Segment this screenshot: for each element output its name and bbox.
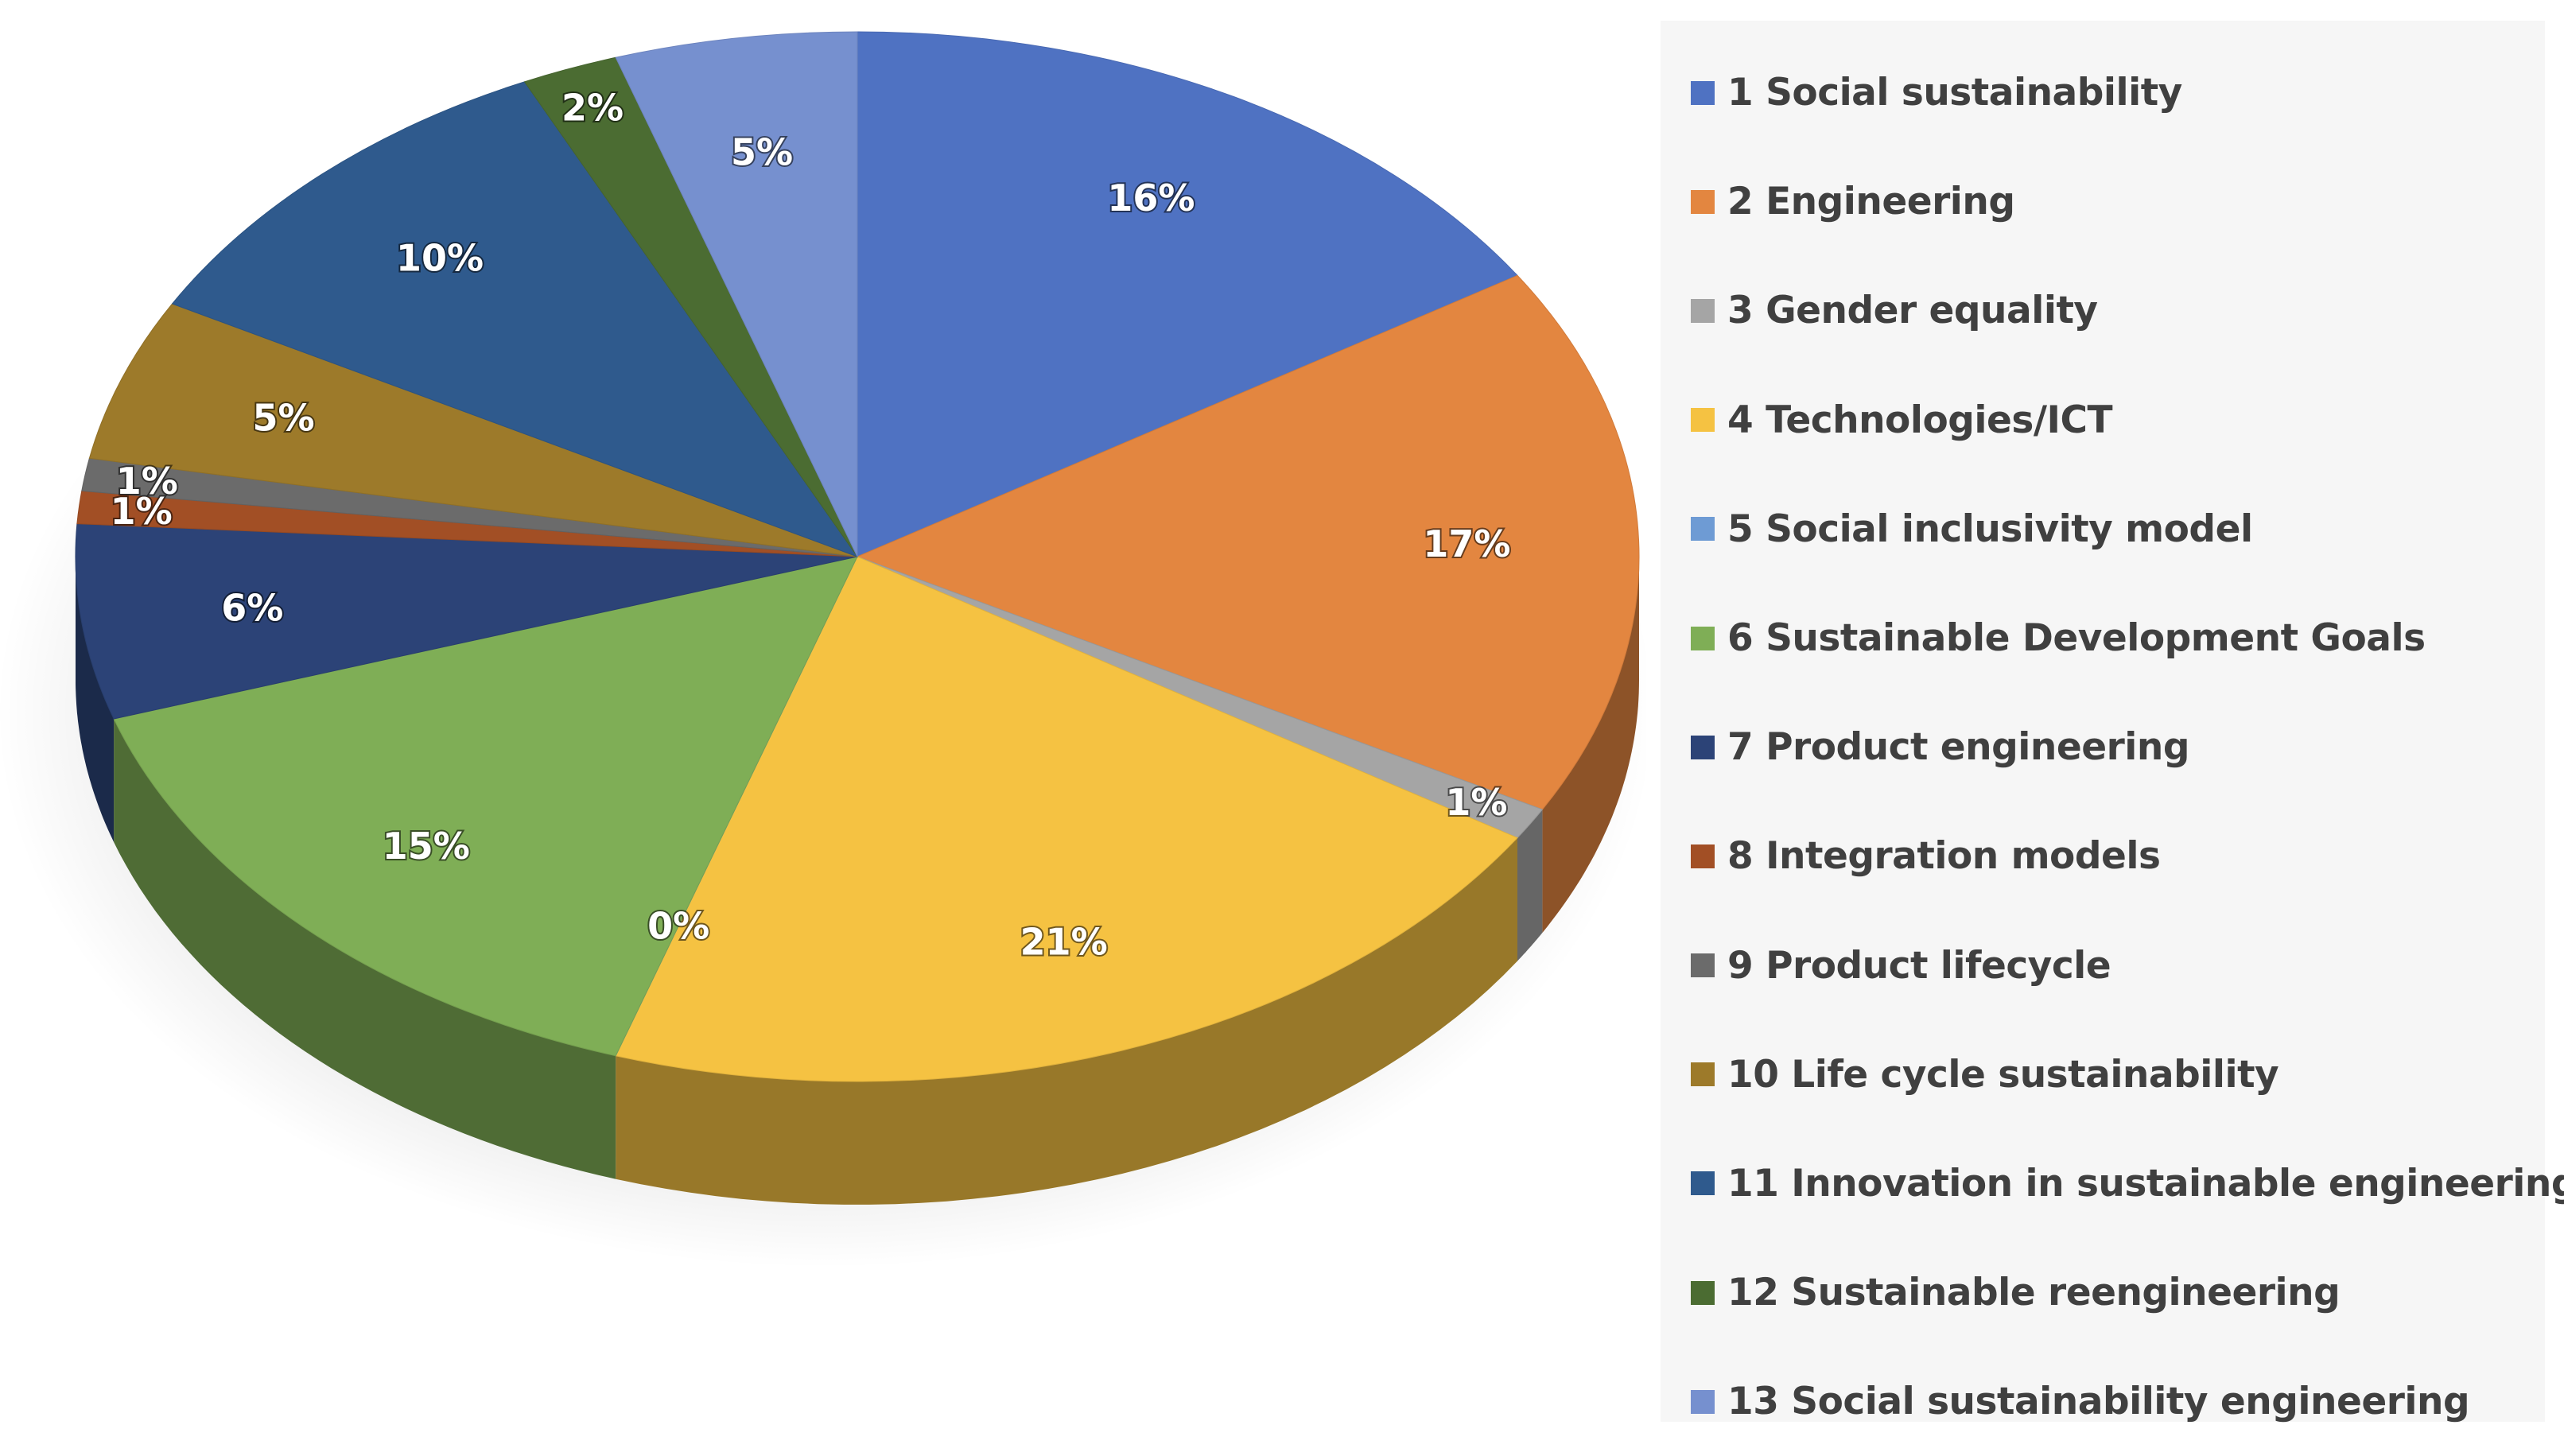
legend-label: 13 Social sustainability engineering [1727, 1380, 2470, 1424]
data-label-7: 6% [221, 587, 283, 630]
legend-swatch [1691, 1062, 1715, 1087]
pie-slice-11 [171, 81, 859, 558]
data-label-1: 16% [1107, 177, 1195, 219]
pie-chart-svg: 16%17%1%21%0%15%6%1%1%5%10%2%5% [0, 31, 1646, 1268]
pie-slice-7 [75, 523, 858, 720]
legend-item-1: 1 Social sustainability [1661, 38, 2545, 147]
data-label-6: 15% [383, 825, 470, 868]
legend-item-9: 9 Product lifecycle [1661, 911, 2545, 1020]
data-label-2: 17% [1423, 522, 1510, 565]
legend-label: 4 Technologies/ICT [1727, 398, 2113, 442]
legend-item-11: 11 Innovation in sustainable engineering [1661, 1129, 2564, 1238]
pie-side-2 [1542, 557, 1639, 933]
legend-item-4: 4 Technologies/ICT [1661, 366, 2545, 475]
data-label-11: 10% [396, 237, 484, 280]
legend-label: 9 Product lifecycle [1727, 943, 2111, 988]
legend-label: 1 Social sustainability [1727, 71, 2182, 115]
pie-slice-2 [856, 274, 1640, 810]
data-label-10: 5% [253, 397, 315, 440]
data-label-3: 1% [1445, 781, 1507, 824]
legend-swatch [1691, 626, 1715, 650]
legend-label: 3 Gender equality [1727, 289, 2098, 333]
legend-swatch [1691, 844, 1715, 868]
data-label-4: 21% [1020, 920, 1108, 963]
legend-label: 8 Integration models [1727, 834, 2161, 879]
legend-item-10: 10 Life cycle sustainability [1661, 1020, 2545, 1129]
pie-slice-1 [857, 31, 1518, 557]
legend-label: 7 Product engineering [1727, 725, 2189, 770]
data-label-13: 5% [731, 131, 793, 174]
legend-label: 5 Social inclusivity model [1727, 507, 2253, 551]
legend-item-2: 2 Engineering [1661, 147, 2545, 256]
legend-label: 11 Innovation in sustainable engineering [1727, 1161, 2564, 1206]
legend-swatch [1691, 1280, 1715, 1305]
legend-item-6: 6 Sustainable Development Goals [1661, 584, 2545, 693]
data-label-12: 2% [561, 86, 624, 129]
legend-swatch [1691, 1171, 1715, 1196]
legend-swatch [1691, 80, 1715, 105]
pie-side-3 [1517, 810, 1543, 961]
data-label-5: 0% [647, 905, 709, 948]
legend-swatch [1691, 953, 1715, 978]
pie-side-6 [114, 719, 616, 1179]
pie-slice-10 [88, 303, 858, 557]
legend-item-8: 8 Integration models [1661, 802, 2545, 910]
pie-slice-13 [615, 31, 858, 557]
legend-swatch [1691, 189, 1715, 214]
legend-swatch [1691, 1389, 1715, 1414]
pie-slice-6 [113, 556, 858, 1057]
legend-item-3: 3 Gender equality [1661, 256, 2545, 365]
pie-slice-4 [615, 556, 1518, 1082]
legend-label: 12 Sustainable reengineering [1727, 1271, 2341, 1315]
legend-label: 2 Engineering [1727, 180, 2015, 224]
legend-item-7: 7 Product engineering [1661, 693, 2545, 802]
data-label-9: 1% [116, 460, 178, 503]
chart-legend: 1 Social sustainability 2 Engineering 3 Ge… [1661, 21, 2564, 1423]
pie-side-4 [616, 837, 1518, 1205]
legend-swatch [1691, 298, 1715, 323]
pie-side-7 [76, 557, 115, 842]
legend-swatch [1691, 517, 1715, 542]
legend-swatch [1691, 408, 1715, 433]
legend-item-13: 13 Social sustainability engineering [1661, 1347, 2545, 1456]
legend-swatch [1691, 735, 1715, 759]
data-label-8: 1% [111, 490, 173, 533]
legend-label: 6 Sustainable Development Goals [1727, 616, 2426, 661]
legend-label: 10 Life cycle sustainability [1727, 1052, 2279, 1097]
legend-item-12: 12 Sustainable reengineering [1661, 1238, 2545, 1347]
legend-item-5: 5 Social inclusivity model [1661, 475, 2545, 584]
pie-chart: 16% 17% 1% 21% 0% 15% 6% 1% 1% 5% 10% 2% 5% [0, 31, 1646, 1268]
